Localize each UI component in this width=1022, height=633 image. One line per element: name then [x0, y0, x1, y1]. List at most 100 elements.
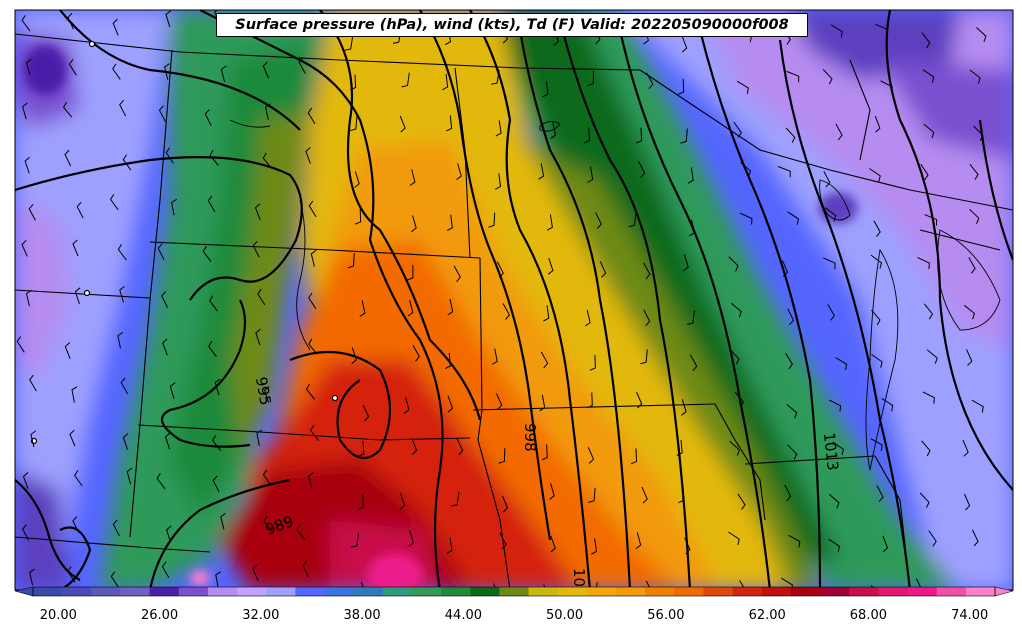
colorbar-tick-label: 56.00 [647, 608, 685, 623]
wind-barb [171, 198, 177, 216]
wind-barb [308, 200, 317, 218]
wind-barb [349, 74, 357, 91]
wind-barb [540, 351, 549, 369]
wind-barb [310, 249, 317, 267]
colorbar-cell [965, 587, 996, 596]
wind-barb [645, 580, 652, 590]
wind-barb [67, 566, 76, 583]
wind-barb [729, 349, 740, 365]
wind-barb [926, 349, 938, 364]
wind-barb [76, 201, 84, 219]
colorbar-cell [907, 587, 938, 596]
wind-barb [22, 102, 28, 120]
wind-barb [308, 472, 314, 489]
wind-barb [973, 125, 984, 141]
wind-barb [635, 532, 642, 550]
wind-barb [265, 103, 271, 120]
wind-barb [502, 495, 509, 513]
wind-barb [254, 203, 261, 221]
colorbar-cell [411, 587, 442, 596]
wind-barb [305, 383, 315, 400]
wind-barb [587, 166, 594, 183]
wind-barb [971, 399, 984, 413]
colorbar-cell [266, 587, 296, 596]
colorbar-cell [382, 587, 413, 596]
wind-barb [586, 392, 593, 409]
wind-barb [494, 173, 502, 190]
wind-barb [589, 354, 596, 371]
wind-barb [407, 299, 414, 317]
wind-barb [915, 578, 923, 590]
wind-barb [734, 391, 745, 408]
wind-barb [74, 470, 83, 487]
water-outlines [229, 119, 1001, 471]
wind-barb [543, 305, 550, 322]
wind-barb [919, 492, 930, 509]
map-title: Surface pressure (hPa), wind (kts), Td (… [216, 13, 808, 37]
wind-barb [72, 239, 79, 257]
wind-barb [636, 391, 643, 409]
isobar-label: 10 [570, 568, 588, 587]
wind-barb [684, 537, 691, 555]
wind-barb [683, 254, 689, 272]
wind-barb [308, 292, 317, 309]
wind-barb [828, 538, 841, 553]
dewpoint-field: 995 989 998 1013 10 [15, 10, 1013, 590]
colorbar-cell [33, 587, 63, 596]
wind-barb [786, 70, 800, 83]
wind-barb [29, 568, 35, 586]
colorbar-cell [149, 587, 180, 596]
wind-barb [119, 286, 125, 303]
wind-barb [255, 328, 261, 346]
wind-barb [252, 240, 260, 258]
wind-barb [110, 571, 119, 588]
wind-barb [835, 357, 848, 371]
wind-barb [119, 99, 127, 117]
wind-barb [740, 162, 752, 177]
wind-barb [828, 493, 840, 509]
wind-barb [122, 433, 129, 450]
wind-barb [917, 257, 930, 270]
wind-barb [928, 530, 937, 547]
colorbar-tick-label: 20.00 [39, 608, 77, 623]
wind-barb [874, 115, 881, 133]
wind-barb [74, 287, 81, 305]
wind-barb [630, 448, 638, 465]
wind-barb [212, 475, 220, 493]
wind-barb [728, 256, 739, 272]
colorbar-tick-label: 38.00 [343, 608, 381, 623]
wind-barb [120, 377, 129, 395]
wind-barb [211, 435, 222, 452]
wind-barb [344, 36, 354, 51]
wind-barb [686, 310, 695, 325]
wind-barb [349, 116, 358, 132]
wind-barb [24, 156, 31, 174]
wind-barb [21, 15, 31, 32]
wind-barb [447, 298, 454, 316]
wind-barb [730, 302, 742, 318]
colorbar-cell [207, 587, 238, 596]
wind-barb [728, 531, 740, 546]
wind-barb [442, 73, 449, 91]
wind-barb [968, 257, 976, 274]
wind-barb [963, 493, 971, 511]
wind-barb [491, 70, 500, 85]
wind-barb [587, 447, 595, 464]
wind-barb [502, 303, 511, 320]
wind-barb [298, 57, 306, 74]
wind-barb [871, 353, 883, 368]
wind-barb [72, 516, 80, 533]
wind-barb [302, 560, 309, 578]
wind-barb [869, 168, 881, 182]
wind-barb [689, 354, 698, 372]
wind-barb [491, 348, 498, 365]
wind-barb [881, 397, 894, 412]
wind-barb [409, 169, 416, 186]
colorbar-cell [499, 587, 530, 596]
wind-barb [822, 68, 833, 85]
wind-barb [969, 69, 981, 84]
wind-barb [29, 374, 37, 392]
wind-barb [550, 122, 557, 139]
colorbar-tick-label: 68.00 [849, 608, 887, 623]
wind-barb [835, 123, 843, 141]
